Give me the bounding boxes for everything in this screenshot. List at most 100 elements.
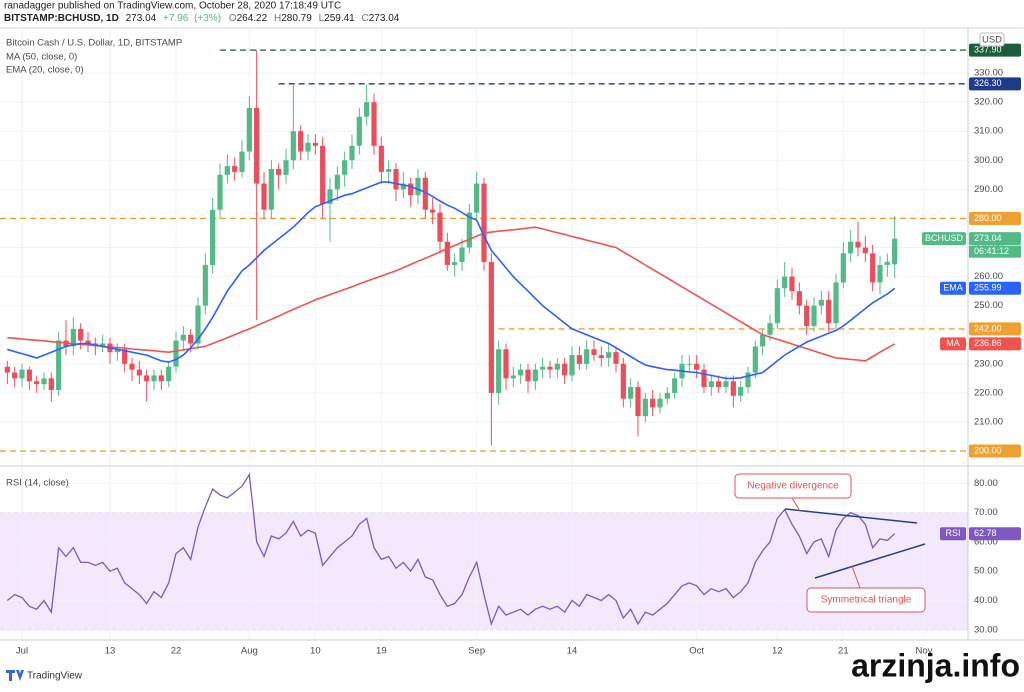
divergence-line (784, 508, 918, 524)
candle-body (48, 378, 54, 390)
candle-body (386, 169, 392, 172)
ohlc-label: H (274, 13, 281, 24)
candle-body (840, 253, 846, 283)
countdown: 06:41:12 (974, 246, 1009, 256)
candle-body (716, 381, 722, 388)
publisher: ranadagger published on TradingView.com,… (4, 1, 341, 12)
tag-label: BCHUSD (925, 233, 964, 243)
y-tick-label: 230.00 (974, 358, 1003, 369)
candle-body (613, 352, 619, 364)
candle-body (78, 328, 84, 341)
candle-body (562, 363, 568, 376)
candle-body (254, 107, 260, 184)
candle-body (796, 291, 802, 306)
candle-body (818, 299, 824, 306)
candle-body (12, 372, 18, 379)
level-tag-value: 242.00 (974, 323, 1002, 333)
annotation: Symmetrical triangle (821, 595, 912, 606)
overlay-line (7, 181, 896, 380)
candle-body (34, 381, 40, 385)
level-tag-value: 337.90 (974, 44, 1002, 54)
candle-body (804, 305, 810, 327)
callout-connector (791, 497, 801, 512)
y-tick-label: 330.00 (974, 68, 1003, 79)
candle-body (642, 398, 648, 417)
candle-body (672, 378, 678, 393)
plot-area: Jul 13 22 Aug 10 19 Sep 14 Oct 12 21 Nov 210.00 220.0… (0, 28, 1021, 657)
level-tag-box (969, 43, 1021, 57)
watermark: arzinja.info (851, 647, 1020, 683)
candle-body (503, 349, 509, 379)
candle-body (334, 174, 340, 190)
candle-body (144, 375, 150, 382)
candle-body (862, 247, 868, 254)
ohlc-label: C (362, 13, 369, 24)
legend-entry: EMA (20, close, 0) (6, 65, 84, 76)
candle-body (173, 340, 179, 367)
currency-box (979, 32, 1005, 47)
candle-body (767, 323, 773, 335)
candle-body (855, 241, 861, 248)
candle-body (408, 183, 414, 196)
candle-body (635, 387, 641, 417)
candle-body (752, 346, 758, 373)
candle-body (576, 355, 582, 364)
candle-body (261, 183, 267, 210)
x-tick-label: Oct (689, 646, 704, 657)
candle-body (19, 369, 25, 379)
brand-logo (6, 670, 24, 681)
level-tag-box (969, 77, 1021, 91)
candle-body (70, 328, 76, 347)
candle-body (268, 169, 274, 210)
tag-label-box (940, 281, 966, 295)
candle-body (745, 372, 751, 388)
candle-body (298, 131, 304, 152)
y-tick-label: 310.00 (974, 126, 1003, 137)
candle-body (41, 378, 47, 385)
candle-body (870, 253, 876, 283)
candle-body (782, 276, 788, 289)
candle-body (892, 238, 898, 265)
candle-body (532, 369, 538, 382)
candle-body (151, 375, 157, 382)
candle-body (342, 160, 348, 175)
candle-body (525, 369, 531, 382)
candle-body (789, 276, 795, 292)
callout-box (806, 587, 926, 613)
candle-body (276, 169, 282, 175)
candle-body (180, 334, 186, 341)
candle-body (217, 174, 223, 210)
candle-body (122, 349, 128, 364)
candle-body (591, 349, 597, 356)
candle-body (510, 375, 516, 379)
rsi-tag-value: 62.78 (974, 528, 997, 538)
candle-body (774, 288, 780, 324)
high-value: 280.79 (281, 13, 312, 24)
candle-body (100, 343, 106, 347)
candle-body (195, 305, 201, 344)
candle-body (320, 145, 326, 204)
ohlc-label: L (319, 13, 325, 24)
candle-body (239, 151, 245, 172)
candle-body (650, 398, 656, 408)
candle-body (606, 352, 612, 359)
callout-box (734, 473, 852, 499)
x-tick-label: 13 (105, 646, 116, 657)
candle-body (290, 131, 296, 161)
candle-body (430, 209, 436, 213)
currency: USD (982, 35, 1002, 46)
x-tick-label: Nov (916, 646, 933, 657)
last-price: 273.04 (126, 13, 157, 24)
tag-label-box (940, 337, 966, 351)
candle-body (488, 262, 494, 393)
legend-entry: MA (50, close, 0) (6, 52, 77, 63)
candle-body (371, 102, 377, 146)
overlay-line (7, 226, 896, 362)
symbol-line: BITSTAMP:BCHUSD, 1D 273.04 +7.96 (+3%) O… (4, 13, 400, 24)
candle-body (85, 340, 91, 344)
x-tick-label: 10 (310, 646, 321, 657)
chart-title: Bitcoin Cash / U.S. Dollar, 1D, BITSTAMP (6, 38, 182, 49)
overlay-tag-value: 255.99 (974, 283, 1002, 293)
